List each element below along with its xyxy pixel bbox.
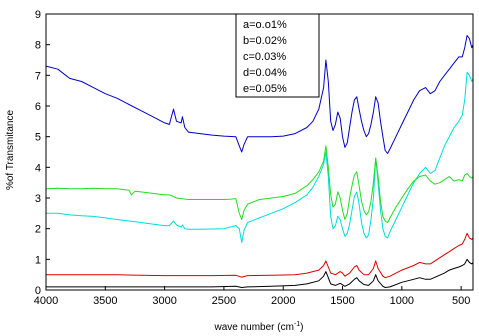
series-line-b [46,71,474,243]
y-tick-label: 0 [35,285,41,297]
series-line-c [45,145,474,223]
x-axis-label-close: ) [300,322,303,333]
x-tick-label: 1500 [330,295,354,307]
x-tick-label: 3500 [93,295,117,307]
legend-box [235,13,320,98]
series-layer [45,35,474,288]
x-tick-label: 3000 [152,295,176,307]
y-tick-label: 7 [35,70,41,82]
legend-entry-e: e=0.05% [243,83,287,95]
x-tick-label: 1000 [390,295,414,307]
legend-entry-c: c=0.03% [243,51,286,63]
series-line-e [46,258,474,288]
x-axis-label: wave number (cm-1) [213,321,303,333]
y-tick-label: 6 [35,101,41,113]
series-line-a [45,35,474,154]
y-tick-label: 5 [35,132,41,144]
legend-entry-d: d=0.04% [243,67,287,79]
legend-entry-a: a=o.o1% [243,19,287,31]
y-tick-label: 8 [35,40,41,52]
series-line-d [46,232,474,279]
y-axis-label: %of Transmitance [5,110,16,190]
y-tick-label: 3 [35,193,41,205]
x-tick-label: 2500 [212,295,236,307]
x-axis-label-main: wave number (cm [213,322,293,333]
tick-layer: 4000 3500 3000 2500 2000 1500 1000 500 0 1 2 3 4 5 6 7 8… [34,9,471,307]
x-tick-label: 4000 [34,295,58,307]
legend-entry-b: b=0.02% [243,35,287,47]
x-tick-label: 500 [452,295,470,307]
y-tick-label: 2 [35,224,41,236]
y-tick-label: 4 [35,162,41,174]
y-tick-label: 1 [35,254,41,266]
x-axis-label-sup: -1 [294,321,300,328]
x-tick-label: 2000 [271,295,295,307]
y-tick-label: 9 [35,9,41,21]
legend: a=o.o1% b=0.02% c=0.03% d=0.04% e=0.05% [235,13,320,98]
